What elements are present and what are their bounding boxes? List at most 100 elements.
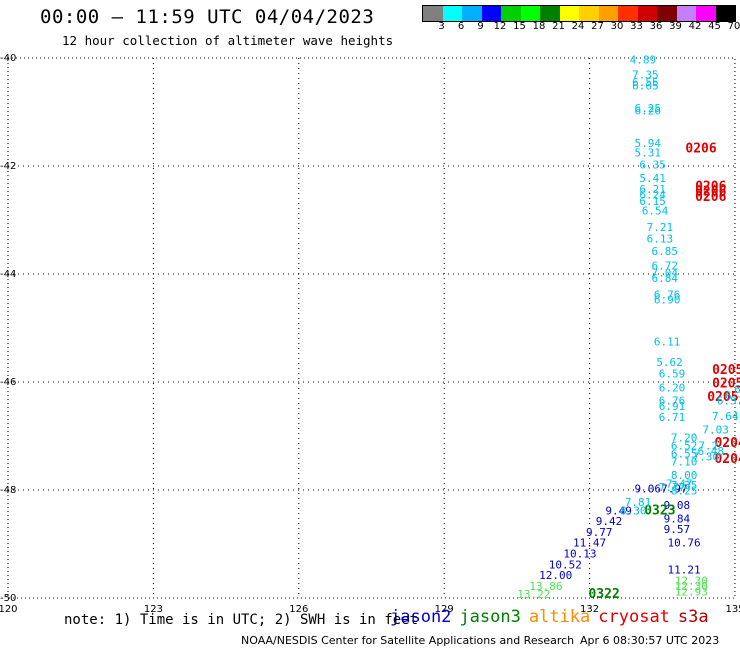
chart-title: 00:00 — 11:59 UTC 04/04/2023 [40,6,375,28]
data-point-label: 6.71 [659,411,686,424]
chart-subtitle: 12 hour collection of altimeter wave hei… [62,33,394,48]
y-tick-label: -44 [0,269,16,280]
data-point-label: 0206 [695,185,726,200]
colorbar-swatch [715,6,735,21]
data-point-label: 12.30 [675,580,708,593]
colorbar-label: 18 [532,21,546,32]
colorbar-swatch [579,6,599,21]
data-point-label: 0206 [695,179,726,194]
colorbar-swatch [481,6,501,21]
data-point-label: 0205 [712,376,740,391]
data-point-label: 5.41 [639,172,666,185]
data-point-label: 7.2 [698,440,718,453]
data-point-label: 0205 [707,390,738,405]
data-point-label: 8.30 [620,504,647,517]
credit-text: NOAA/NESDIS Center for Satellite Applica… [241,634,575,647]
x-tick-label: 132 [580,604,599,615]
colorbar-label: 30 [610,21,624,32]
colorbar-label: 6 [457,21,465,32]
data-point-label: 6.84 [651,272,678,285]
colorbar-swatch [520,6,540,21]
colorbar-label: 3 [438,21,445,32]
data-point-label: 10.13 [563,548,596,561]
colorbar-swatch [618,6,638,21]
data-point-label: 9.49 [605,504,632,517]
data-point-label: 6.72 [651,260,678,273]
y-tick-label: -50 [0,593,16,604]
colorbar-label: 27 [591,21,604,32]
y-tick-label: -46 [0,377,16,388]
satellite-label: cryosat [598,607,670,627]
data-point-label: 6.52 [671,440,698,453]
data-point-label: 8.25 [671,484,698,497]
data-point-label: 7.47 [666,477,693,490]
data-point-label: 7.04 [651,267,678,280]
data-point-label: 6.15 [639,195,666,208]
data-point-label: 0322 [588,587,619,602]
colorbar-swatch [657,6,677,21]
data-point-label: 9.08 [664,499,691,512]
x-tick-label: 129 [435,604,454,615]
data-point-label: 7.03 [702,423,729,436]
colorbar-label: 15 [513,21,526,32]
colorbar-swatch [676,6,696,21]
colorbar-swatch [442,6,462,21]
data-point-label: 7.30 [693,450,720,463]
y-tick-label: -48 [0,485,16,496]
footer-note: note: 1) Time is in UTC; 2) SWH is in fe… [64,612,419,628]
data-point-label: 12.93 [675,585,708,598]
data-point-label: 6.85 [651,245,678,258]
wave-height-colorbar [422,5,736,22]
data-point-label: 6.26 [635,105,662,118]
satellite-label: jason3 [459,607,521,627]
data-point-label: 0206 [695,190,726,205]
data-point-label: 5.31 [635,146,662,159]
data-point-label: 0205 [712,363,740,378]
data-point-label: 13.86 [529,580,562,593]
data-point-label: 6.76 [659,395,686,408]
data-point-label: 7.64 [712,410,739,423]
colorbar-label: 33 [630,21,643,32]
data-point-label: 7.97 [661,483,688,496]
y-tick-label: -40 [0,53,16,64]
data-point-label: 6.65 [632,79,659,92]
data-point-label: 5.94 [635,137,662,150]
x-tick-label: 126 [289,604,308,615]
data-point-label: 7.77 [659,481,686,494]
data-point-label: 6.57 [717,395,740,408]
colorbar-swatch [462,6,482,21]
data-point-label: 6.21 [639,183,666,196]
satellite-label: s3a [677,607,709,627]
satellite-label: jason2 [390,607,452,627]
data-point-label: 11.21 [668,564,701,577]
data-point-label: 6.55 [632,76,659,89]
data-point-label: 7.10 [671,456,698,469]
colorbar-swatch [423,6,443,21]
data-point-label: 6.11 [654,335,681,348]
plot-frame [7,57,736,599]
data-point-label: 4.89 [630,53,657,66]
x-tick-label: 123 [144,604,163,615]
colorbar-swatch [501,6,521,21]
data-point-label: 8.00 [671,469,698,482]
data-point-label: 6.48 [698,445,725,458]
colorbar-label: 12 [493,21,507,32]
data-point-label: 7.21 [647,221,674,234]
satellite-legend: jason2 jason3 altika cryosat s3a [390,607,717,627]
colorbar-swatch [696,6,716,21]
data-point-label: 5.62 [656,356,683,369]
data-point-label: 6.91 [659,400,686,413]
satellite-label: altika [528,607,591,627]
data-point-label: 7.20 [671,431,698,444]
data-point-label: 11.47 [573,537,606,550]
colorbar-label: 21 [552,21,565,32]
colorbar-label: 70 [727,21,740,32]
data-point-label: 6 [734,383,740,396]
data-point-label: 0206 [685,142,716,157]
data-point-label: 9.77 [586,526,613,539]
data-point-label: 13.22 [517,588,550,601]
data-point-label: 6.90 [654,294,681,307]
